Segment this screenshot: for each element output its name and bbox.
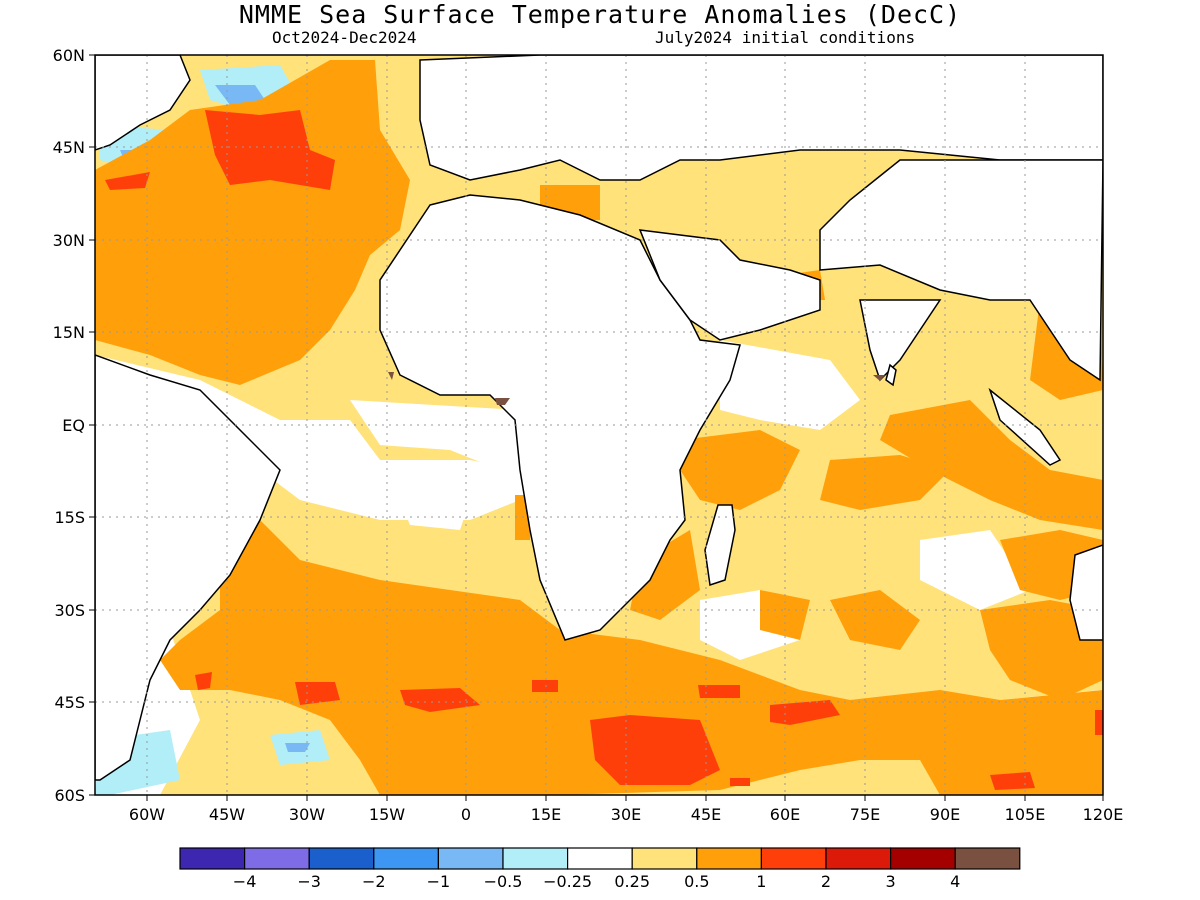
colorbar-swatch <box>308 847 375 870</box>
colorbar-label: 1 <box>756 872 766 891</box>
initial-conditions: July2024 initial conditions <box>655 28 916 47</box>
lon-label: 75E <box>850 805 880 824</box>
lon-label: 60E <box>770 805 800 824</box>
lon-labels: 60W 45W 30W 15W 0 15E 30E 45E 60E 75E 90… <box>129 805 1123 824</box>
lat-label: 15N <box>53 323 85 342</box>
lat-labels: 60N 45N 30N 15N EQ 15S 30S 45S 60S <box>53 46 85 805</box>
colorbar-swatch <box>373 847 439 870</box>
strong-warm-regions <box>105 110 1103 790</box>
colorbar-label: 0.5 <box>684 872 709 891</box>
colorbar-labels: −4 −3 −2 −1 −0.5 −0.25 0.25 0.5 1 2 3 4 <box>233 872 960 891</box>
colorbar-label: −1 <box>427 872 451 891</box>
forecast-period: Oct2024-Dec2024 <box>272 28 417 47</box>
colorbar-label: 2 <box>821 872 831 891</box>
lon-label: 45E <box>691 805 721 824</box>
lon-label: 30E <box>611 805 641 824</box>
lon-label: 105E <box>1005 805 1046 824</box>
lat-label: 15S <box>54 508 85 527</box>
lat-label: 60N <box>53 46 85 65</box>
colorbar-swatch <box>889 847 956 870</box>
map-canvas <box>95 55 1103 795</box>
lat-ticks <box>89 54 95 796</box>
colorbar-swatch <box>244 847 310 870</box>
warm-regions <box>95 60 1103 795</box>
lon-label: 30W <box>289 805 325 824</box>
colorbar-label: 4 <box>950 872 960 891</box>
lat-label: EQ <box>62 416 85 435</box>
colorbar-label: −4 <box>233 872 257 891</box>
lon-label: 15E <box>531 805 561 824</box>
colorbar-swatch <box>437 847 504 870</box>
colorbar <box>179 847 1021 870</box>
lon-label: 15W <box>369 805 405 824</box>
colorbar-label: 3 <box>886 872 896 891</box>
lon-label: 60W <box>129 805 165 824</box>
colorbar-swatch <box>566 847 633 870</box>
colorbar-swatch <box>760 847 827 870</box>
lon-ticks <box>146 795 1104 801</box>
landmasses <box>95 55 1103 781</box>
extreme-warm-specks <box>388 372 885 405</box>
colorbar-label: −2 <box>362 872 386 891</box>
colorbar-label: −3 <box>297 872 321 891</box>
lon-label: 0 <box>461 805 471 824</box>
lat-label: 30N <box>53 231 85 250</box>
lon-label: 120E <box>1083 805 1124 824</box>
colorbar-swatch <box>502 847 569 870</box>
lat-label: 60S <box>54 786 85 805</box>
colorbar-label: −0.5 <box>484 872 523 891</box>
colorbar-swatch <box>179 847 246 870</box>
lon-label: 45W <box>209 805 245 824</box>
lat-label: 45N <box>53 138 85 157</box>
colorbar-swatch <box>696 847 762 870</box>
colorbar-swatch <box>825 847 892 870</box>
map-title: NMME Sea Surface Temperature Anomalies (… <box>238 0 962 29</box>
colorbar-swatch <box>631 847 698 870</box>
lat-label: 30S <box>54 601 85 620</box>
lat-label: 45S <box>54 693 85 712</box>
graticule <box>95 55 1103 795</box>
lon-label: 90E <box>930 805 960 824</box>
colorbar-label: 0.25 <box>614 872 650 891</box>
colorbar-label: −0.25 <box>543 872 592 891</box>
colorbar-swatch <box>954 847 1021 870</box>
